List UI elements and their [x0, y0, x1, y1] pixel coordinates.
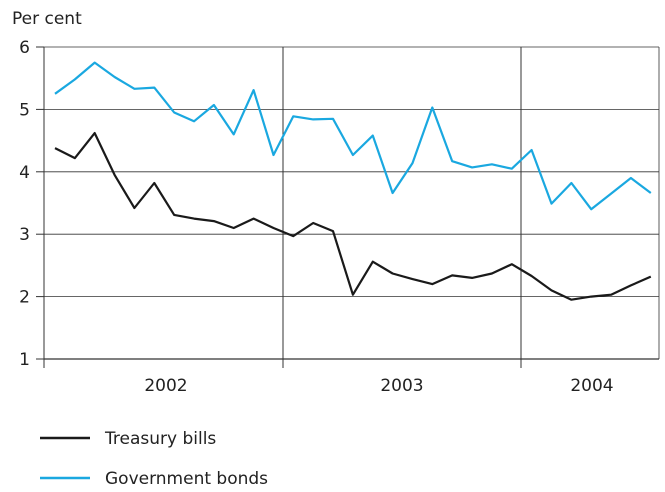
y-tick-label-5: 5 [19, 100, 30, 120]
y-tick-label-6: 6 [19, 38, 30, 58]
gridlines [43, 46, 659, 360]
y-axis-label: Per cent [12, 9, 82, 29]
y-tick-label-1: 1 [19, 350, 30, 370]
tick-labels: 1 2 3 4 5 6 2002 2003 2004 [19, 38, 613, 396]
y-tick-label-2: 2 [19, 288, 30, 308]
y-tick-label-4: 4 [19, 163, 30, 183]
y-tick-label-3: 3 [19, 225, 30, 245]
series-line-government-bonds [54, 61, 652, 211]
legend-label-government-bonds: Government bonds [105, 469, 268, 489]
x-tick-label-2002: 2002 [144, 376, 187, 396]
x-tick-label-2003: 2003 [380, 376, 423, 396]
series-lines [54, 61, 652, 301]
x-tick-label-2004: 2004 [570, 376, 613, 396]
axes [36, 46, 660, 368]
legend: Treasury bills Government bonds [40, 429, 268, 489]
legend-label-treasury-bills: Treasury bills [104, 429, 216, 449]
series-line-treasury-bills [54, 132, 652, 301]
